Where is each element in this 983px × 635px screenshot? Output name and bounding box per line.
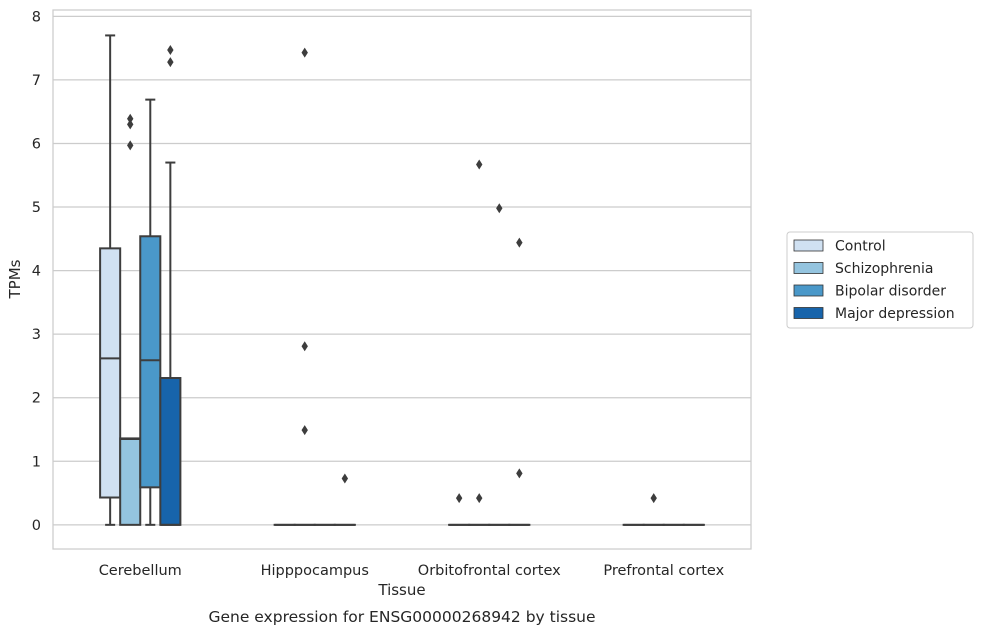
legend-frame bbox=[786, 231, 974, 329]
x-tick-label: Orbitofrontal cortex bbox=[418, 563, 561, 579]
y-tick-label: 2 bbox=[32, 391, 41, 407]
legend-swatch bbox=[793, 262, 824, 274]
outlier-point bbox=[516, 237, 523, 248]
outlier-point bbox=[301, 47, 308, 58]
y-tick-label: 4 bbox=[32, 264, 41, 280]
outlier-point bbox=[516, 468, 523, 479]
x-axis-label: Tissue bbox=[377, 581, 425, 599]
box-2-3 bbox=[508, 237, 531, 526]
legend-swatch bbox=[793, 284, 824, 297]
legend-label: Control bbox=[835, 239, 886, 255]
chart-title: Gene expression for ENSG00000268942 by t… bbox=[208, 608, 595, 626]
box-2-1 bbox=[468, 159, 491, 526]
y-tick-label: 3 bbox=[32, 327, 41, 343]
x-axis-ticks: Cerebellum Hipppocampus Orbitofrontal cort… bbox=[99, 563, 725, 579]
box-body bbox=[99, 247, 122, 499]
box-0-3 bbox=[159, 45, 182, 526]
box-0-1 bbox=[119, 113, 142, 526]
legend: Control Schizophrenia Bipolar disorder Majo… bbox=[786, 231, 974, 329]
box-body bbox=[139, 235, 162, 489]
outlier-point bbox=[127, 113, 134, 124]
y-axis-ticks: 0 1 2 3 4 5 6 7 8 bbox=[32, 9, 41, 533]
outlier-point bbox=[496, 203, 503, 214]
y-tick-label: 8 bbox=[32, 9, 41, 25]
outlier-point bbox=[127, 119, 134, 130]
box-0-2 bbox=[139, 98, 162, 526]
legend-label: Schizophrenia bbox=[835, 261, 933, 277]
outlier-point bbox=[650, 493, 657, 504]
y-axis-label: TPMs bbox=[6, 259, 24, 299]
box-0-0 bbox=[99, 34, 122, 526]
box-1-1 bbox=[293, 47, 316, 526]
outlier-point bbox=[301, 341, 308, 352]
outlier-point bbox=[476, 493, 483, 504]
legend-swatch bbox=[793, 307, 824, 319]
y-tick-label: 0 bbox=[32, 518, 41, 534]
y-tick-label: 7 bbox=[32, 73, 41, 89]
box-2-2 bbox=[488, 203, 511, 526]
box-body bbox=[159, 377, 182, 526]
outlier-point bbox=[455, 493, 463, 504]
x-tick-label: Prefrontal cortex bbox=[603, 563, 724, 579]
legend-swatch bbox=[793, 239, 824, 252]
outlier-point bbox=[341, 473, 349, 484]
y-tick-label: 5 bbox=[32, 200, 41, 216]
outlier-point bbox=[167, 45, 174, 56]
box-1-3 bbox=[333, 473, 356, 526]
box-3-1 bbox=[642, 493, 665, 526]
outlier-point bbox=[127, 140, 134, 151]
legend-label: Major depression bbox=[835, 306, 955, 322]
x-tick-label: Cerebellum bbox=[99, 563, 182, 579]
outlier-point bbox=[476, 159, 483, 170]
x-tick-label: Hipppocampus bbox=[261, 563, 369, 579]
outlier-point bbox=[167, 57, 174, 68]
box-body bbox=[119, 437, 142, 526]
legend-label: Bipolar disorder bbox=[835, 284, 946, 300]
y-tick-label: 1 bbox=[32, 454, 41, 470]
y-tick-label: 6 bbox=[32, 136, 41, 152]
plot-frame bbox=[52, 9, 752, 550]
box-2-0 bbox=[448, 493, 471, 526]
outlier-point bbox=[301, 425, 308, 436]
box-plot-groups bbox=[99, 34, 705, 526]
